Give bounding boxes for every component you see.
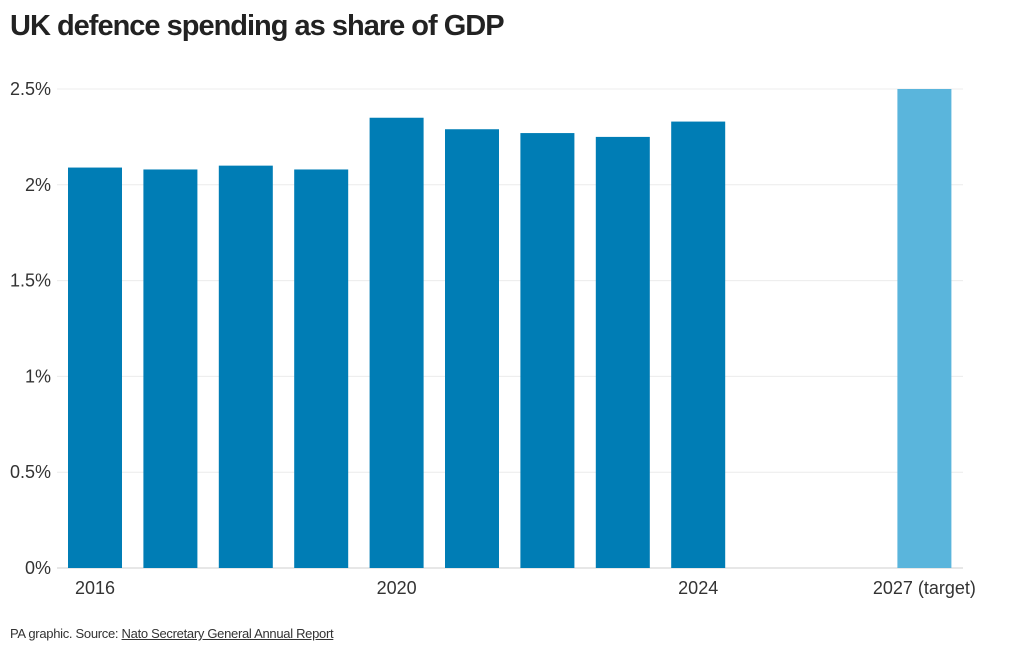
bar <box>294 169 349 569</box>
source-link[interactable]: Nato Secretary General Annual Report <box>121 626 334 641</box>
x-tick-label: 2024 <box>678 578 718 598</box>
bar <box>369 117 424 569</box>
bar <box>671 121 726 569</box>
chart-title: UK defence spending as share of GDP <box>10 10 505 42</box>
bar <box>68 167 122 568</box>
x-tick-label: 2020 <box>377 578 417 598</box>
x-axis-labels: 2016 2020 2024 2027 (target) <box>75 578 976 598</box>
bar <box>595 136 650 568</box>
bar-chart: 0% 0.5% 1% 1.5% 2% 2.5% 2016 2020 2024 2027 (tar… <box>10 79 976 598</box>
bar <box>520 133 575 568</box>
gridlines <box>57 88 963 569</box>
y-tick-label: 2.5% <box>10 79 51 99</box>
y-tick-label: 1% <box>25 366 51 386</box>
footer-credit: PA graphic. Source: Nato Secretary Gener… <box>10 626 334 641</box>
bar <box>445 129 499 568</box>
bar <box>218 165 273 568</box>
y-tick-label: 2% <box>25 175 51 195</box>
footer-prefix: PA graphic. Source: <box>10 626 122 641</box>
target-bar <box>897 89 952 568</box>
x-tick-label: 2016 <box>75 578 115 598</box>
y-axis-labels: 0% 0.5% 1% 1.5% 2% 2.5% <box>10 79 51 578</box>
bar <box>143 169 198 569</box>
y-tick-label: 0.5% <box>10 462 51 482</box>
y-tick-label: 1.5% <box>10 271 51 291</box>
y-tick-label: 0% <box>25 558 51 578</box>
bars <box>68 89 952 569</box>
x-tick-label: 2027 (target) <box>873 578 976 598</box>
